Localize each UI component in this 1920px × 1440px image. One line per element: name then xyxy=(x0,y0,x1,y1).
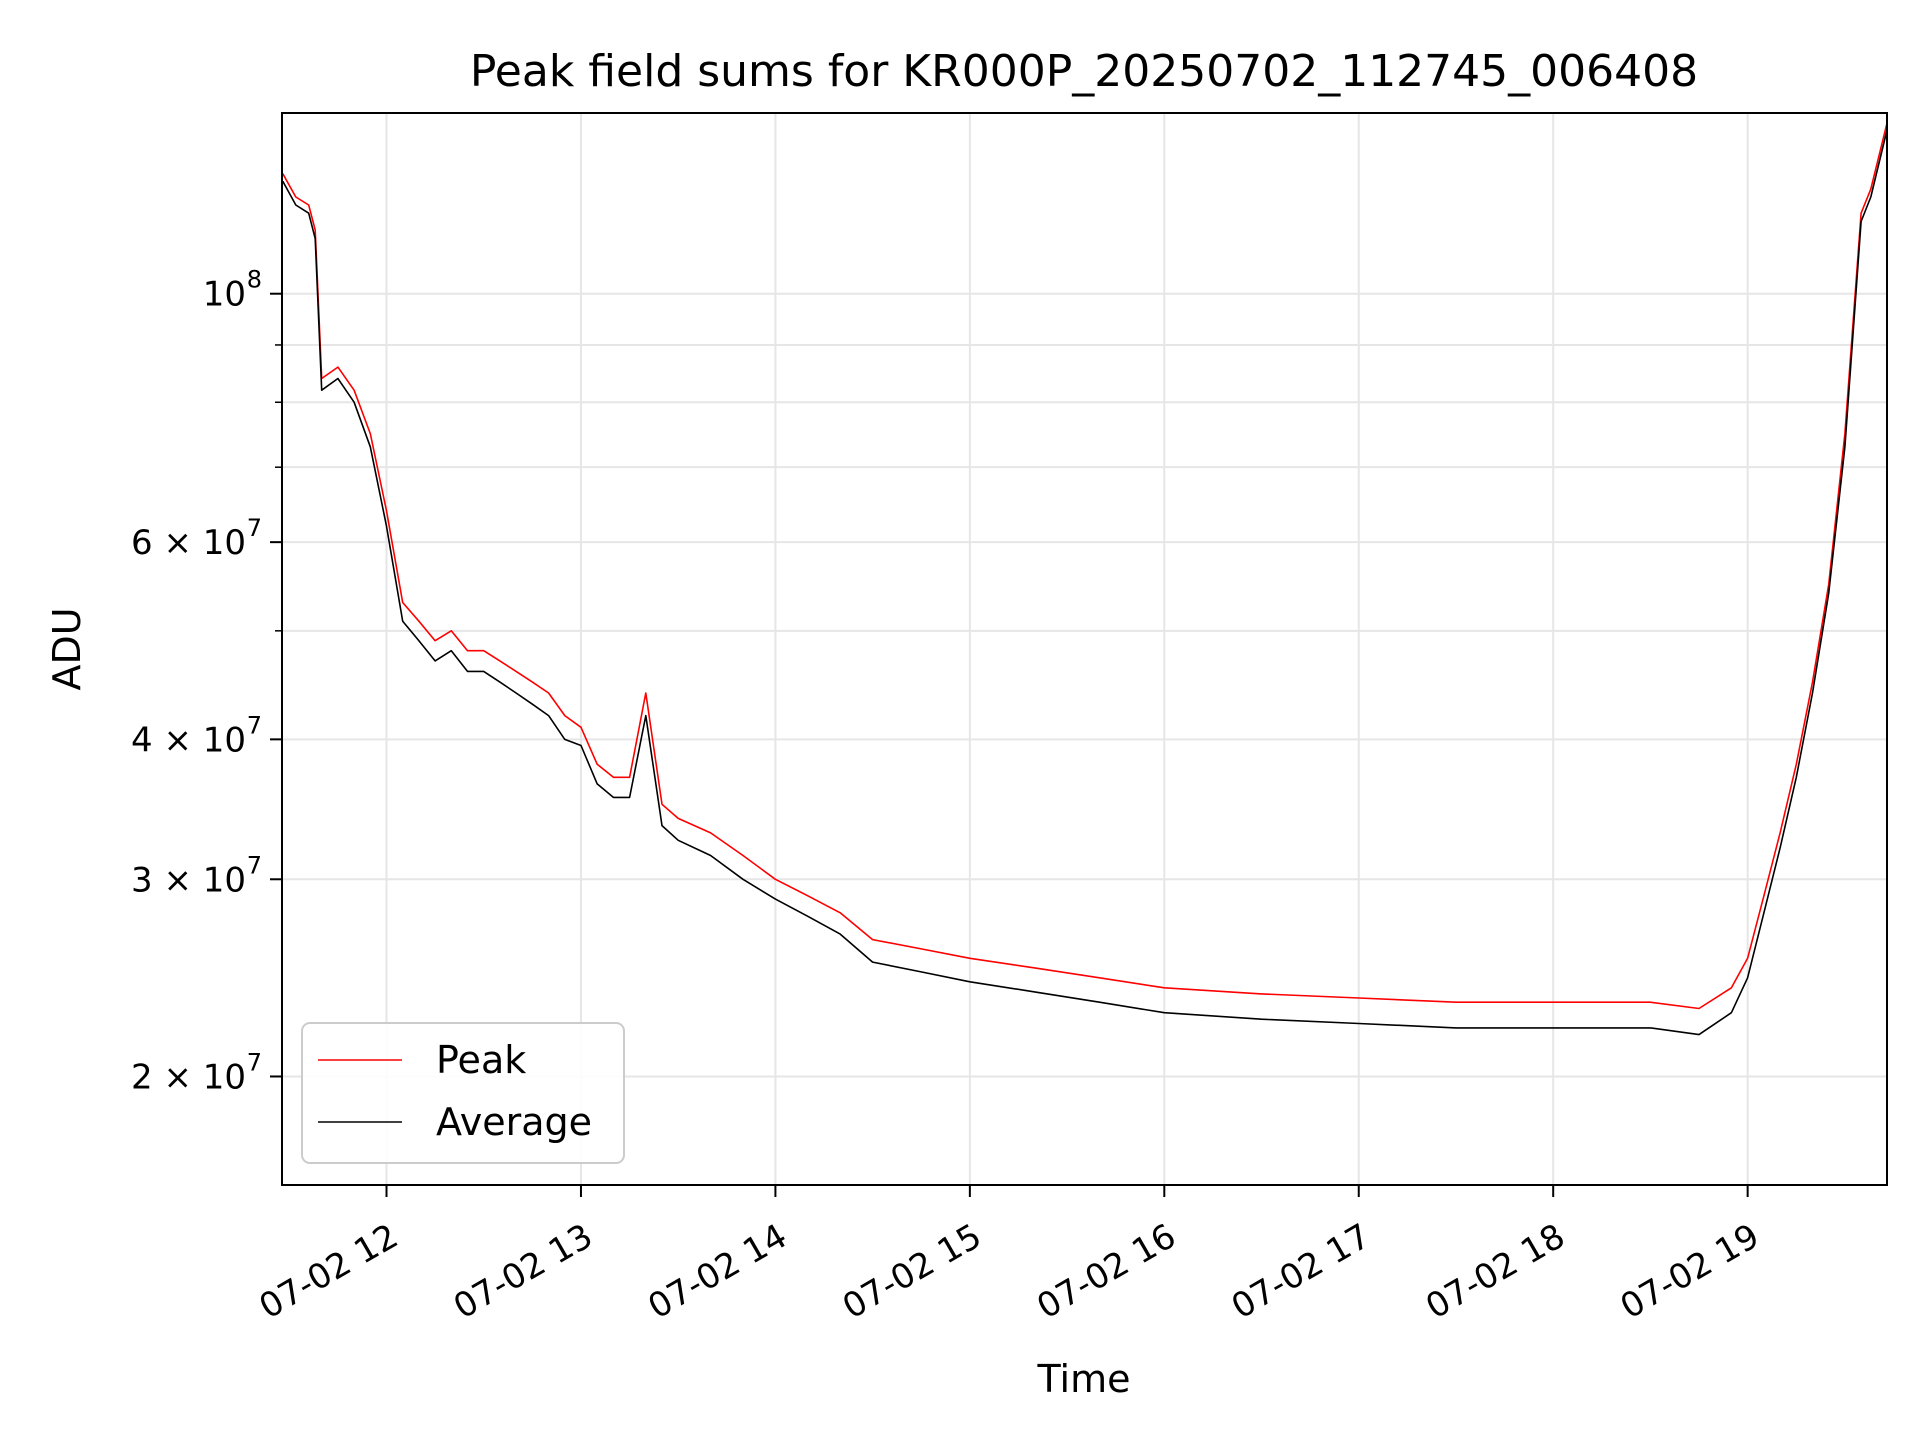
y-tick-exponent: 8 xyxy=(247,266,262,294)
y-tick-label: 72 × 10 xyxy=(131,1048,262,1097)
y-tick-exponent: 7 xyxy=(247,1048,262,1076)
y-tick-label: 74 × 10 xyxy=(131,711,262,760)
y-axis-label: ADU xyxy=(45,607,89,690)
y-tick-mantissa: 3 × 10 xyxy=(131,860,246,900)
y-tick-mantissa: 2 × 10 xyxy=(131,1057,246,1097)
y-tick-exponent: 7 xyxy=(247,711,262,739)
y-tick-label: 810 xyxy=(203,266,262,315)
chart-title: Peak field sums for KR000P_20250702_1127… xyxy=(470,46,1698,97)
y-tick-exponent: 7 xyxy=(247,514,262,542)
y-tick-label: 76 × 10 xyxy=(131,514,262,563)
series-line-average xyxy=(282,129,1888,1036)
y-tick-label: 73 × 10 xyxy=(131,851,262,900)
legend-box xyxy=(301,1022,625,1164)
y-tick-mantissa: 6 × 10 xyxy=(131,523,246,563)
legend-label-average: Average xyxy=(436,1100,592,1144)
y-tick-exponent: 7 xyxy=(247,851,262,879)
y-tick-mantissa: 4 × 10 xyxy=(131,720,246,760)
x-axis-label: Time xyxy=(1037,1357,1131,1401)
legend: Peak Average xyxy=(301,1022,625,1164)
plot-frame xyxy=(281,112,1888,1186)
legend-label-peak: Peak xyxy=(436,1038,526,1082)
series-line-peak xyxy=(282,123,1888,1010)
series-layer xyxy=(282,123,1888,1036)
y-tick-mantissa: 10 xyxy=(203,275,246,315)
